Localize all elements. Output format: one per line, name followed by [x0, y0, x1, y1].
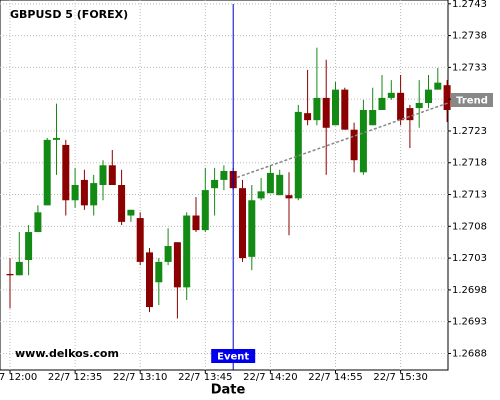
trend-label: Trend — [456, 96, 488, 107]
x-axis-title: Date — [211, 383, 246, 398]
y-tick-label: 1.2733 — [452, 62, 487, 73]
candle-body — [43, 139, 51, 206]
candle-body — [99, 165, 107, 185]
candle-body — [332, 89, 339, 126]
candle-body — [266, 172, 274, 194]
x-tick-label: 22/7 14:20 — [243, 372, 297, 383]
candle-body — [34, 212, 42, 233]
watermark: www.delkos.com — [15, 347, 119, 360]
candle-body — [118, 185, 126, 222]
candle-body — [350, 129, 358, 161]
y-tick-label: 1.2743 — [452, 0, 487, 10]
candle-body — [443, 85, 451, 110]
y-tick-label: 1.2688 — [452, 348, 487, 359]
candle-body — [276, 174, 284, 196]
x-tick-label: 22/7 12:35 — [48, 372, 102, 383]
candle-body — [192, 215, 200, 231]
candle-body — [6, 274, 14, 276]
x-tick-label: 22/7 12:00 — [0, 372, 37, 383]
candle-body — [239, 188, 246, 259]
y-tick-label: 1.2708 — [452, 221, 487, 232]
candle-body — [285, 195, 293, 199]
candle-body — [257, 191, 265, 199]
candle-body — [313, 97, 321, 121]
candle-body — [173, 242, 181, 288]
candle-body — [127, 209, 135, 216]
candle-body — [248, 200, 256, 257]
candle-body — [387, 92, 395, 98]
candle-body — [201, 190, 209, 231]
candle-body — [136, 218, 144, 262]
y-tick-label: 1.2738 — [452, 31, 487, 42]
candle-body — [15, 261, 23, 276]
candle-body — [341, 89, 349, 130]
candle-body — [359, 109, 367, 173]
x-tick-label: 22/7 14:55 — [308, 372, 362, 383]
candle-body — [62, 144, 70, 201]
y-tick-label: 1.2713 — [452, 190, 487, 201]
candle-body — [397, 92, 405, 121]
candle-body — [425, 89, 432, 103]
candle-body — [406, 108, 414, 121]
candle-body — [434, 82, 442, 90]
candle-body — [211, 179, 219, 189]
candle-body — [220, 171, 228, 180]
candle-body — [183, 215, 191, 288]
candle-body — [53, 137, 60, 140]
y-tick-label: 1.2718 — [452, 158, 487, 169]
candle-body — [415, 102, 423, 109]
candle-body — [155, 261, 163, 283]
candle-body — [164, 246, 172, 262]
y-tick-label: 1.2703 — [452, 253, 487, 264]
trend-box — [451, 93, 493, 107]
candle-body — [108, 165, 116, 185]
y-tick-label: 1.2693 — [452, 317, 487, 328]
event-label: Event — [217, 352, 249, 363]
event-box — [211, 349, 256, 363]
candle-body — [322, 97, 330, 128]
candle-body — [378, 97, 386, 110]
y-tick-label: 1.2723 — [452, 126, 487, 137]
y-tick-label: 1.2698 — [452, 285, 487, 296]
candle-body — [369, 109, 377, 126]
candle-body — [146, 252, 153, 308]
candle-body — [25, 232, 33, 261]
candle-body — [71, 185, 79, 201]
x-tick-label: 22/7 15:30 — [373, 372, 427, 383]
candle-body — [304, 113, 312, 121]
trend-line — [236, 102, 449, 179]
chart-title: GBPUSD 5 (FOREX) — [10, 8, 128, 21]
candles — [6, 47, 451, 319]
candle-body — [90, 183, 98, 206]
x-tick-label: 22/7 13:10 — [113, 372, 167, 383]
candle-body — [80, 179, 88, 206]
x-tick-label: 22/7 13:45 — [178, 372, 232, 383]
